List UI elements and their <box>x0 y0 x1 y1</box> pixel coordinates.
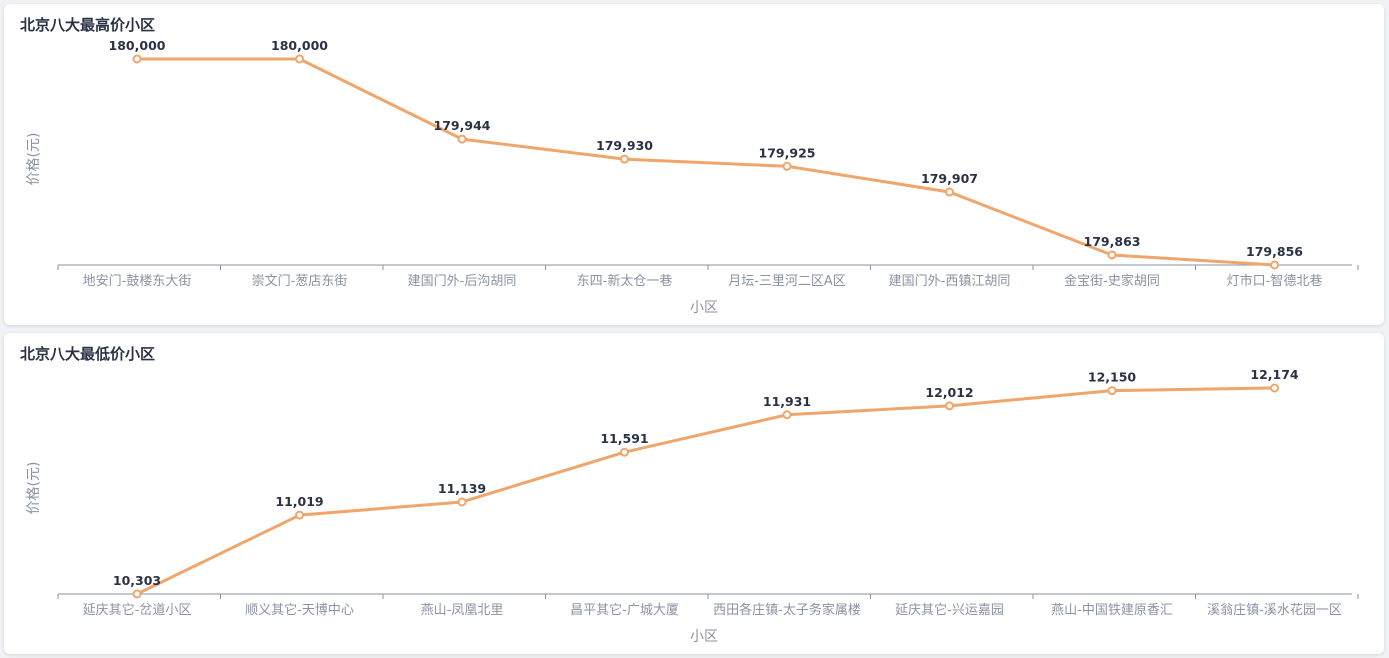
chart-card-lowest: 北京八大最低价小区 延庆其它-岔道小区 顺义其它-天博中心 燕山-凤凰北里 昌平其它-… <box>4 333 1384 654</box>
x-axis-title: 小区 <box>690 300 718 316</box>
data-point <box>1270 260 1279 270</box>
data-point <box>1107 386 1117 396</box>
data-label: 180,000 <box>109 38 166 53</box>
data-point <box>132 589 142 599</box>
x-tick-label: 燕山-中国铁建原香汇 <box>1051 603 1173 618</box>
data-point <box>295 54 304 64</box>
data-label: 11,139 <box>438 481 486 496</box>
data-label: 11,019 <box>275 494 323 509</box>
x-tick-label: 燕山-凤凰北里 <box>421 603 504 618</box>
chart-title: 北京八大最高价小区 <box>20 16 156 34</box>
x-tick-label: 延庆其它-岔道小区 <box>83 602 192 618</box>
x-tick-label: 建国门外-西镇江胡同 <box>889 274 1011 289</box>
data-point <box>620 447 629 457</box>
x-tick-label: 金宝街-史家胡同 <box>1064 273 1160 289</box>
data-label: 179,930 <box>596 138 653 153</box>
data-point <box>945 187 954 197</box>
y-axis-title: 价格(元) <box>26 462 42 515</box>
data-point <box>457 134 467 144</box>
data-point <box>945 401 954 411</box>
data-label: 179,925 <box>759 145 816 160</box>
x-tick-label: 崇文门-葱店东街 <box>252 274 348 289</box>
x-tick-label: 东四-新太仓一巷 <box>577 273 673 289</box>
data-label: 10,303 <box>113 573 161 588</box>
data-point <box>132 54 142 64</box>
data-label: 179,944 <box>434 118 491 133</box>
x-tick-label: 地安门-鼓楼东大街 <box>83 274 192 289</box>
x-tick-label: 建国门外-后沟胡同 <box>408 274 517 289</box>
x-axis-title: 小区 <box>690 629 718 645</box>
data-point <box>457 497 467 507</box>
data-label: 12,012 <box>925 385 973 400</box>
chart-card-highest: 北京八大最高价小区 地安门-鼓楼东大街 崇文门-葱店东街 建国门外-后沟胡同 东四-新… <box>4 4 1384 325</box>
x-tick-label: 西田各庄镇-太子务家属楼 <box>713 602 861 618</box>
data-label: 179,907 <box>921 171 978 186</box>
line-chart-lowest: 延庆其它-岔道小区 顺义其它-天博中心 燕山-凤凰北里 昌平其它-广城大厦 西田各庄镇-… <box>26 367 1359 645</box>
data-label: 179,863 <box>1084 234 1141 249</box>
x-tick-label: 月坛-三里河二区A区 <box>728 274 846 289</box>
y-axis-title: 价格(元) <box>26 133 42 186</box>
data-point <box>1107 250 1117 260</box>
data-label: 180,000 <box>271 38 328 53</box>
x-tick-label: 昌平其它-广城大厦 <box>570 602 679 618</box>
chart-title: 北京八大最低价小区 <box>20 345 156 363</box>
data-point <box>620 154 629 164</box>
series-line <box>135 386 1276 596</box>
data-label: 12,174 <box>1250 367 1299 382</box>
data-point <box>295 510 304 520</box>
x-tick-label: 延庆其它-兴运嘉园 <box>895 602 1004 618</box>
line-chart-highest: 地安门-鼓楼东大街 崇文门-葱店东街 建国门外-后沟胡同 东四-新太仓一巷 月坛-三里河… <box>26 38 1359 316</box>
data-point <box>782 161 792 171</box>
x-tick-label: 顺义其它-天博中心 <box>245 602 354 618</box>
data-label: 11,931 <box>763 394 811 409</box>
x-tick-label: 灯市口-智德北巷 <box>1227 273 1323 289</box>
data-label: 11,591 <box>600 431 648 446</box>
data-label: 179,856 <box>1246 244 1303 259</box>
x-tick-label: 溪翁庄镇-溪水花园一区 <box>1207 602 1342 618</box>
data-point <box>1270 383 1279 393</box>
series-line <box>135 57 1276 267</box>
data-label: 12,150 <box>1088 370 1137 385</box>
data-point <box>782 410 792 420</box>
